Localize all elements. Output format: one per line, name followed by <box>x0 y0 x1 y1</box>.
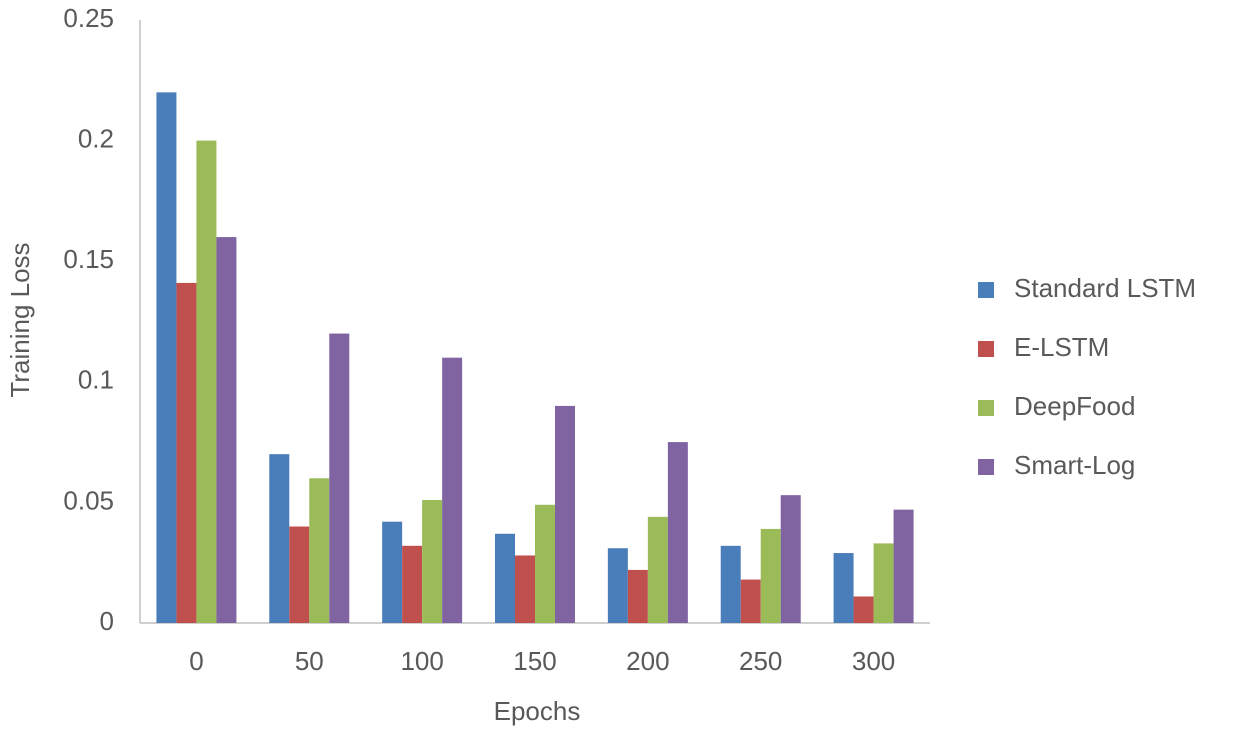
y-tick-label: 0 <box>100 606 114 636</box>
bar <box>647 516 668 623</box>
legend-swatch <box>978 400 994 416</box>
y-axis-title: Training Loss <box>5 242 35 397</box>
bar <box>893 509 914 623</box>
bar <box>627 569 648 623</box>
bar <box>740 579 761 623</box>
bar <box>720 545 741 623</box>
bar <box>555 405 575 623</box>
bar <box>156 92 177 624</box>
bar <box>269 454 290 623</box>
bar <box>873 543 894 623</box>
legend-swatch <box>978 459 994 475</box>
y-tick-label: 0.2 <box>78 123 114 153</box>
bar <box>853 596 874 623</box>
y-tick-label: 0.05 <box>63 485 114 515</box>
legend-label: DeepFood <box>1014 391 1135 421</box>
legend-label: Smart-Log <box>1014 450 1135 480</box>
bar <box>176 282 197 623</box>
x-tick-label: 200 <box>626 646 669 676</box>
bar <box>442 357 463 623</box>
bar <box>329 333 350 623</box>
bar <box>382 521 403 623</box>
bar <box>833 553 854 623</box>
bar <box>289 526 310 623</box>
bar <box>607 548 628 623</box>
bar <box>667 442 688 623</box>
legend-swatch <box>978 341 994 357</box>
y-tick-label: 0.25 <box>63 3 114 33</box>
x-axis-title: Epochs <box>494 696 581 726</box>
bar <box>760 528 781 623</box>
legend-label: E-LSTM <box>1014 332 1109 362</box>
x-tick-label: 0 <box>189 646 203 676</box>
bar <box>196 140 217 623</box>
legend-label: Standard LSTM <box>1014 273 1196 303</box>
bar <box>780 495 801 623</box>
bar <box>515 555 535 623</box>
bar <box>216 237 237 623</box>
bar <box>495 533 515 623</box>
x-tick-label: 50 <box>295 646 324 676</box>
bar <box>402 545 423 623</box>
bar <box>309 478 330 623</box>
legend-swatch <box>978 282 994 298</box>
y-tick-label: 0.15 <box>63 244 114 274</box>
x-tick-label: 150 <box>513 646 556 676</box>
x-tick-label: 250 <box>739 646 782 676</box>
x-tick-label: 300 <box>852 646 895 676</box>
x-tick-label: 100 <box>400 646 443 676</box>
bar <box>422 499 443 623</box>
y-tick-label: 0.1 <box>78 365 114 395</box>
bar <box>535 504 555 623</box>
